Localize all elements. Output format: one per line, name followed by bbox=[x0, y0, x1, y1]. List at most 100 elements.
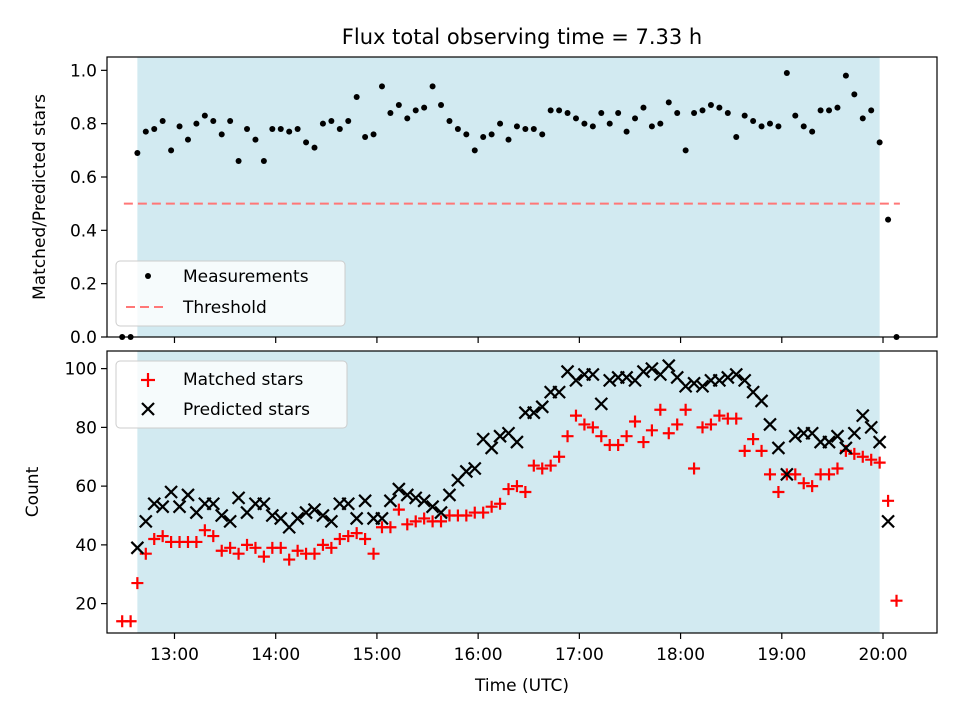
x-tick-label: 15:00 bbox=[352, 645, 401, 665]
matched-star-point bbox=[578, 418, 591, 431]
measurement-point bbox=[159, 118, 166, 124]
predicted-star-point bbox=[172, 499, 187, 514]
measurement-point bbox=[716, 104, 723, 111]
measurement-point bbox=[868, 107, 875, 114]
matched-star-point bbox=[527, 459, 540, 472]
predicted-star-point bbox=[231, 491, 246, 505]
matched-star-point bbox=[241, 538, 254, 551]
matched-star-point bbox=[679, 403, 692, 416]
matched-star-point bbox=[654, 403, 667, 416]
bottom-y-axis: 20 40 60 80 100 bbox=[65, 360, 107, 615]
bottom-y-tick-label: 60 bbox=[75, 477, 97, 497]
matched-star-point bbox=[502, 483, 515, 496]
predicted-star-point bbox=[822, 435, 836, 449]
predicted-star-point bbox=[316, 508, 330, 523]
predicted-star-point bbox=[358, 494, 372, 508]
measurement-point bbox=[564, 110, 571, 116]
measurement-point bbox=[885, 216, 892, 223]
predicted-star-point bbox=[586, 367, 600, 382]
matched-star-point bbox=[544, 459, 557, 472]
matched-star-point bbox=[485, 500, 498, 513]
measurement-point bbox=[353, 94, 360, 100]
measurement-point bbox=[581, 120, 588, 127]
measurement-point bbox=[589, 123, 596, 130]
bottom-panel-frame bbox=[106, 350, 938, 634]
matched-star-point bbox=[274, 541, 287, 554]
predicted-star-point bbox=[645, 361, 659, 376]
measurement-point bbox=[286, 128, 293, 135]
measurement-point bbox=[758, 123, 765, 130]
predicted-star-point bbox=[602, 373, 617, 388]
matched-star-point bbox=[283, 553, 296, 566]
predicted-star-point bbox=[712, 373, 727, 388]
measurement-point bbox=[724, 110, 731, 116]
top-panel: 0.0 0.2 0.4 0.6 0.8 1.0 Matched/Predicted sta… bbox=[30, 56, 938, 348]
bottom-y-axis-label: Count bbox=[23, 466, 43, 517]
matched-star-point bbox=[713, 409, 726, 422]
matched-star-point bbox=[350, 527, 363, 540]
legend-matched-label: Matched stars bbox=[183, 370, 303, 390]
measurement-point bbox=[834, 104, 841, 111]
measurement-point bbox=[623, 128, 630, 135]
measurement-point bbox=[311, 144, 318, 151]
matched-star-point bbox=[316, 538, 329, 551]
matched-star-point bbox=[257, 550, 270, 563]
measurement-point bbox=[851, 91, 858, 98]
predicted-star-point bbox=[678, 379, 693, 394]
measurement-point bbox=[151, 126, 158, 132]
bottom-x-axis: 13:00 14:00 15:00 16:00 17:00 18:00 19:00 20:00 bbox=[150, 633, 908, 665]
predicted-star-point bbox=[619, 370, 634, 385]
matched-star-point bbox=[494, 497, 507, 510]
measurement-point bbox=[176, 123, 183, 130]
measurement-point bbox=[252, 136, 259, 143]
bottom-y-tick-label: 20 bbox=[75, 595, 97, 615]
matched-star-point bbox=[662, 427, 675, 440]
measurement-point bbox=[142, 128, 149, 135]
matched-star-point bbox=[156, 530, 169, 543]
measurement-point bbox=[826, 107, 833, 114]
matched-star-point bbox=[536, 462, 549, 475]
matched-star-point bbox=[865, 453, 878, 466]
predicted-star-point bbox=[324, 514, 339, 529]
top-y-tick-label: 0.4 bbox=[70, 221, 97, 241]
matched-star-point bbox=[148, 533, 161, 545]
measurement-point bbox=[193, 120, 200, 127]
predicted-star-point bbox=[130, 541, 145, 555]
predicted-star-point bbox=[223, 514, 237, 529]
predicted-star-point bbox=[754, 394, 769, 408]
legend-predicted-label: Predicted stars bbox=[183, 400, 310, 420]
measurement-point bbox=[707, 102, 714, 108]
measurement-point bbox=[303, 139, 310, 146]
measurement-point bbox=[378, 83, 385, 90]
top-y-tick-label: 0.0 bbox=[70, 328, 97, 348]
x-tick-label: 20:00 bbox=[859, 645, 908, 665]
matched-star-point bbox=[333, 533, 346, 545]
predicted-star-point bbox=[425, 499, 440, 514]
measurements-series bbox=[119, 70, 900, 340]
predicted-star-point bbox=[417, 494, 431, 508]
predicted-star-point bbox=[155, 499, 170, 514]
matched-star-point bbox=[392, 503, 405, 516]
matched-star-point bbox=[738, 444, 751, 457]
legend-predicted-marker bbox=[141, 402, 155, 416]
measurement-point bbox=[522, 126, 529, 132]
measurement-point bbox=[809, 128, 816, 135]
measurement-point bbox=[547, 107, 554, 114]
predicted-star-point bbox=[510, 435, 524, 449]
predicted-star-point bbox=[181, 488, 195, 502]
predicted-star-point bbox=[147, 496, 162, 511]
predicted-star-point bbox=[687, 376, 701, 391]
measurement-point bbox=[201, 112, 208, 119]
predicted-star-point bbox=[763, 417, 777, 432]
matched-star-point bbox=[519, 486, 532, 498]
matched-star-point bbox=[198, 524, 211, 537]
matched-star-point bbox=[418, 512, 431, 525]
matched-star-point bbox=[569, 409, 582, 422]
top-y-axis: 0.0 0.2 0.4 0.6 0.8 1.0 bbox=[70, 61, 107, 348]
measurement-point bbox=[471, 147, 478, 154]
matched-star-point bbox=[620, 430, 633, 443]
matched-star-point bbox=[460, 509, 473, 522]
x-tick-label: 18:00 bbox=[656, 645, 705, 665]
measurement-point bbox=[488, 131, 495, 138]
measurement-point bbox=[530, 126, 537, 132]
